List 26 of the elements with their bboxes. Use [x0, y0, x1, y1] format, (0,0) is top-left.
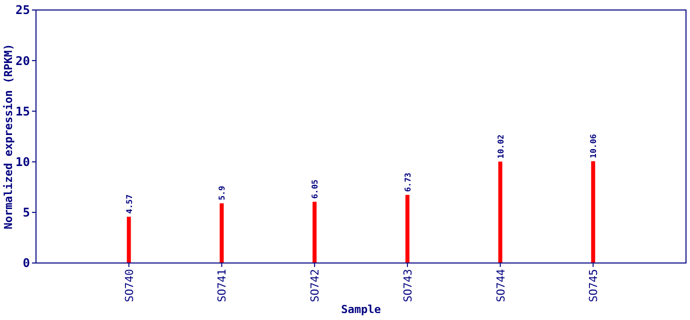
x-tick-label: SO742 — [308, 269, 322, 302]
y-tick-label: 15 — [16, 104, 30, 118]
x-tick-label: SO743 — [401, 269, 414, 302]
x-axis-title: Sample — [341, 303, 382, 316]
data-label: 4.57 — [124, 194, 134, 214]
y-tick-label: 25 — [16, 3, 30, 18]
x-tick-label: SO741 — [216, 269, 229, 302]
y-axis-title: Normalized expression (RPKM) — [2, 44, 15, 230]
x-tick-label: SO745 — [587, 269, 600, 302]
bar — [498, 162, 502, 263]
y-tick-label: 10 — [16, 155, 30, 169]
y-tick-label: 5 — [22, 206, 30, 220]
x-tick-label: SO744 — [494, 268, 508, 302]
data-label: 6.05 — [310, 179, 320, 199]
x-tick-label: SO740 — [122, 269, 136, 302]
y-tick-label: 20 — [16, 54, 30, 68]
bar — [312, 202, 317, 263]
data-label: 5.9 — [218, 186, 227, 200]
bar — [405, 194, 410, 263]
y-tick-label: 0 — [22, 256, 30, 270]
data-label: 6.73 — [403, 172, 412, 192]
data-label: 10.02 — [496, 134, 506, 159]
bar — [591, 161, 596, 263]
data-label: 10.06 — [589, 134, 598, 158]
bar — [126, 216, 131, 263]
bar — [220, 203, 224, 263]
